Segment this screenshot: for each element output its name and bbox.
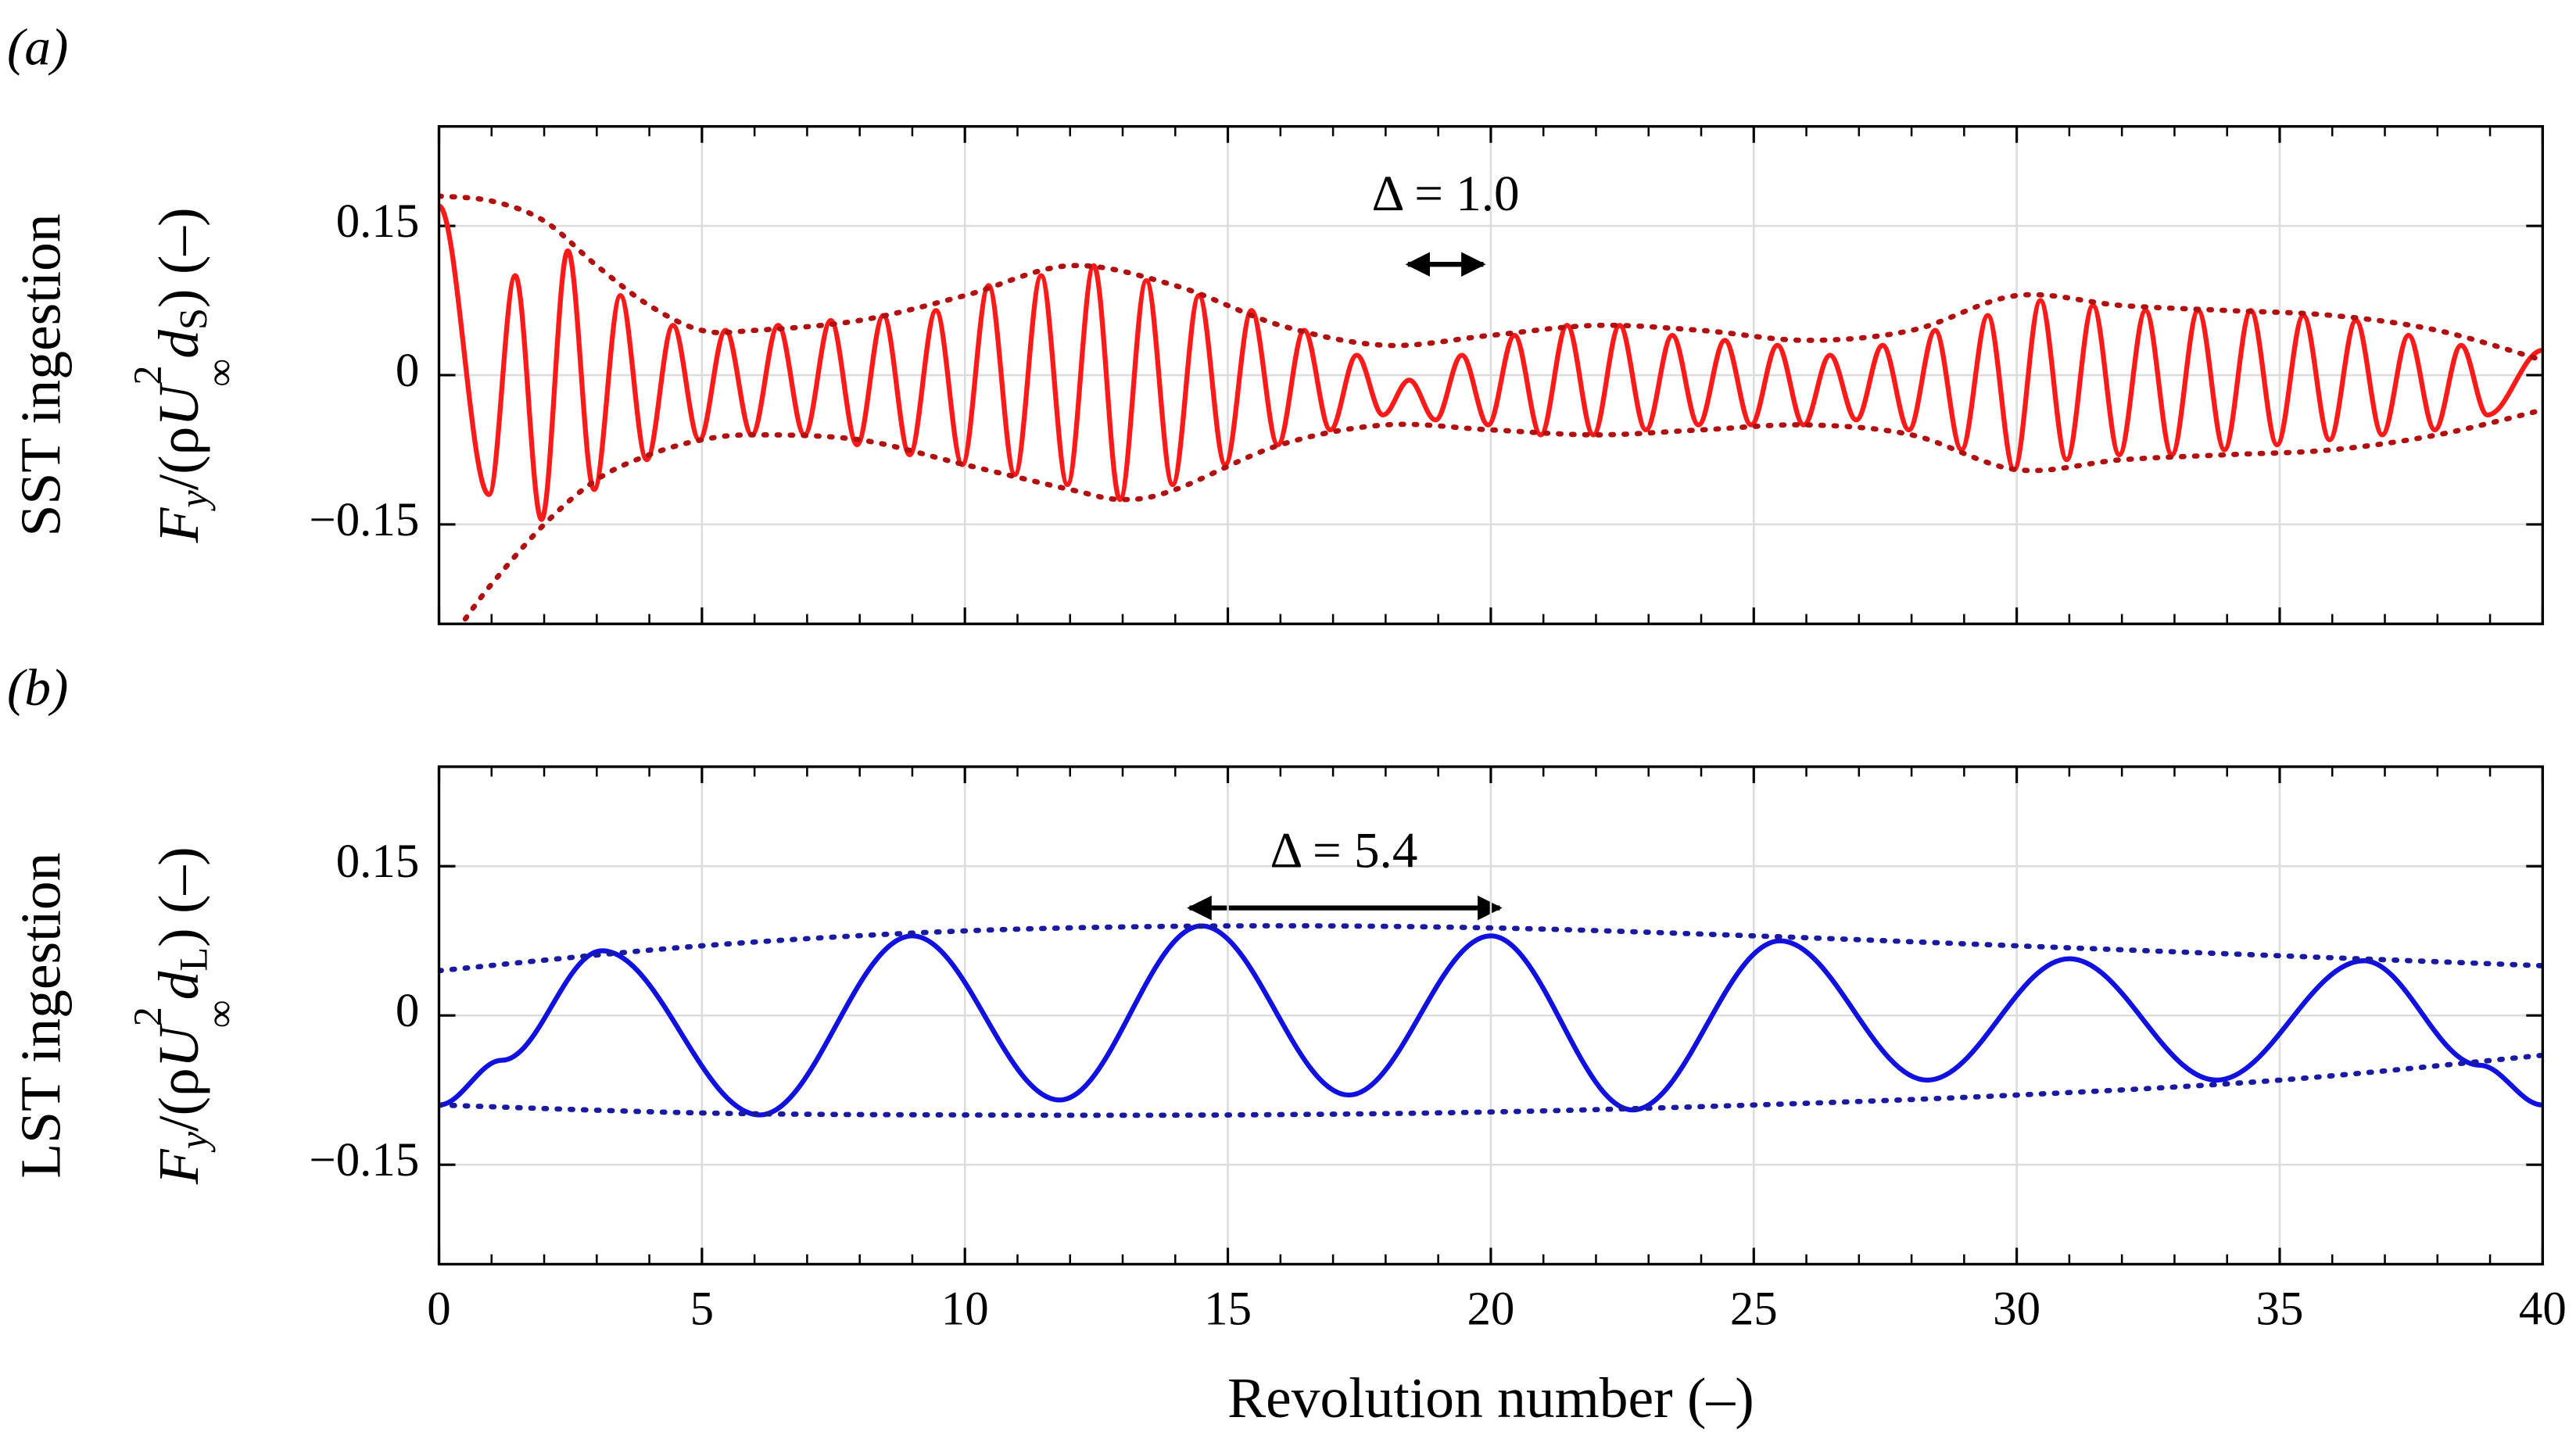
y-tick-label: −0.15 (309, 494, 419, 546)
x-tick-label: 20 (1467, 1283, 1514, 1335)
x-tick-label: 30 (1993, 1283, 2040, 1335)
x-tick-label: 25 (1730, 1283, 1778, 1335)
y-label-part: U (146, 381, 210, 427)
y-label-part: F (146, 507, 210, 544)
x-label: Revolution number (–) (1227, 1365, 1754, 1430)
y-label-part: ∞ (198, 359, 242, 387)
x-tick-label: 10 (941, 1283, 989, 1335)
envelope-line (462, 407, 2543, 622)
y-label-part: L (171, 947, 215, 972)
y-label-part: ) (–) (146, 846, 210, 947)
y-tick-label: 0 (396, 345, 419, 397)
x-tick-label: 15 (1204, 1283, 1252, 1335)
x-tick-label: 40 (2519, 1283, 2567, 1335)
y-label-part: /(ρ (146, 1068, 210, 1132)
y-label-part: F (146, 1148, 210, 1185)
y-label-part: d (146, 971, 210, 1000)
envelope-line (439, 1052, 2543, 1118)
y-label-group: SST ingestion (8, 213, 72, 536)
y-label-part: ∞ (198, 1000, 242, 1028)
y-label-part: /(ρ (146, 427, 210, 491)
signal-line (439, 923, 2543, 1118)
y-label-part: U (146, 1022, 210, 1068)
y-tick-label: −0.15 (309, 1134, 419, 1186)
panel-label: (b) (7, 658, 68, 717)
y-label: Fy/(ρU2 ∞dS) (–) (125, 207, 241, 543)
y-label-part: 2 (125, 1007, 169, 1026)
y-tick-label: 0.15 (336, 836, 420, 888)
annotation: Δ = 1.0 (1372, 166, 1520, 222)
envelope-line (439, 193, 2543, 363)
x-tick-label: 35 (2256, 1283, 2304, 1335)
y-label-part: 2 (125, 365, 169, 385)
y-label: Fy/(ρU2 ∞dL) (–) (125, 846, 241, 1185)
x-tick-label: 0 (427, 1283, 450, 1335)
annotation: Δ = 5.4 (1270, 822, 1417, 879)
y-tick-label: 0.15 (336, 195, 420, 248)
y-label-part: d (146, 330, 210, 359)
plot-frame (437, 765, 2545, 1266)
y-label-part: S (171, 308, 215, 330)
plot-frame (437, 125, 2545, 625)
panel-label: (a) (7, 18, 68, 77)
y-label-part: ) (–) (146, 207, 210, 308)
envelope-line (439, 923, 2543, 974)
signal-line (439, 203, 2543, 522)
y-label-group: LST ingestion (8, 853, 72, 1179)
y-tick-label: 0 (396, 985, 419, 1037)
x-tick-label: 5 (690, 1283, 714, 1335)
